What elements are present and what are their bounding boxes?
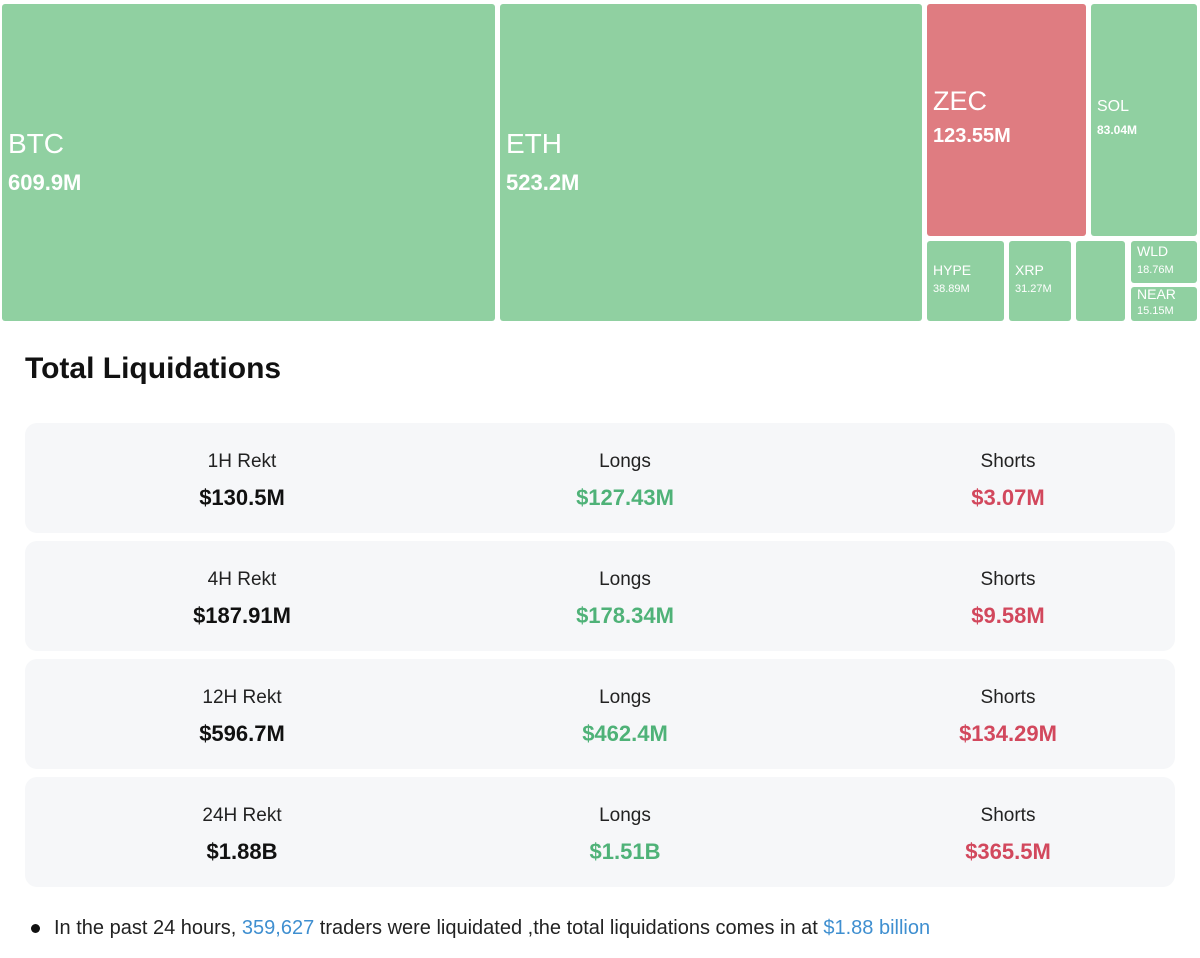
shorts-value: $365.5M — [965, 839, 1051, 864]
tile-name: ZEC — [933, 86, 987, 116]
tile-name: HYPE — [933, 262, 972, 278]
total-value: $596.7M — [199, 721, 285, 746]
treemap-tile[interactable]: SOL 83.04M — [1091, 4, 1197, 236]
trader-count[interactable]: 359,627 — [241, 917, 315, 939]
note-text: traders were liquidated ,the total liqui… — [314, 917, 824, 939]
longs-label: Longs — [599, 687, 651, 708]
period-label: 1H Rekt — [207, 451, 277, 472]
shorts-label: Shorts — [980, 687, 1036, 708]
treemap-tile[interactable]: BTC 609.9M — [2, 4, 495, 321]
longs-value: $1.51B — [589, 839, 661, 864]
tile-value: 523.2M — [506, 170, 580, 195]
shorts-value: $9.58M — [971, 603, 1045, 628]
shorts-label: Shorts — [980, 805, 1036, 826]
total-value: $130.5M — [199, 485, 285, 510]
total-amount[interactable]: $1.88 billion — [823, 917, 931, 939]
longs-value: $462.4M — [582, 721, 668, 746]
note-text: In the past 24 hours, — [54, 917, 242, 939]
period-label: 24H Rekt — [202, 805, 282, 826]
longs-value: $178.34M — [576, 603, 674, 628]
section-title: Total Liquidations — [25, 352, 282, 385]
tile-value: 123.55M — [933, 125, 1011, 147]
tile-name: ETH — [506, 128, 562, 159]
longs-value: $127.43M — [576, 485, 674, 510]
shorts-value: $3.07M — [971, 485, 1045, 510]
summary-note: In the past 24 hours, 359,627 traders we… — [54, 917, 930, 940]
table-row: 24H Rekt $1.88B Longs $1.51B Shorts $365.5M — [25, 777, 1175, 887]
total-value: $1.88B — [206, 839, 278, 864]
tile-name: NEAR — [1137, 286, 1176, 302]
table-row: 4H Rekt $187.91M Longs $178.34M Shorts $9.58M — [25, 541, 1175, 651]
treemap-tile[interactable]: ZEC 123.55M — [927, 4, 1086, 236]
shorts-value: $134.29M — [959, 721, 1057, 746]
treemap-tile[interactable] — [1076, 241, 1125, 321]
tile-name: WLD — [1137, 243, 1169, 259]
treemap-tile[interactable]: HYPE 38.89M — [927, 241, 1004, 321]
tile-name: XRP — [1015, 262, 1044, 278]
period-label: 12H Rekt — [202, 687, 282, 708]
table-row: 1H Rekt $130.5M Longs $127.43M Shorts $3.07M — [25, 423, 1175, 533]
total-value: $187.91M — [193, 603, 291, 628]
tile-value: 15.15M — [1137, 305, 1174, 317]
tile-name: SOL — [1097, 98, 1130, 115]
tile-value: 609.9M — [8, 170, 82, 195]
longs-label: Longs — [599, 805, 651, 826]
tile-name: BTC — [8, 128, 64, 159]
tile-value: 83.04M — [1097, 123, 1138, 137]
longs-label: Longs — [599, 569, 651, 590]
shorts-label: Shorts — [980, 569, 1036, 590]
longs-label: Longs — [599, 451, 651, 472]
shorts-label: Shorts — [980, 451, 1036, 472]
period-label: 4H Rekt — [207, 569, 277, 590]
table-row: 12H Rekt $596.7M Longs $462.4M Shorts $134.29… — [25, 659, 1175, 769]
treemap-tile[interactable]: XRP 31.27M — [1009, 241, 1071, 321]
treemap-tile[interactable]: NEAR 15.15M — [1131, 286, 1197, 321]
tile-value: 38.89M — [933, 283, 970, 295]
tile-value: 18.76M — [1137, 264, 1174, 276]
tile-value: 31.27M — [1015, 283, 1052, 295]
bullet — [31, 924, 40, 933]
treemap-tile[interactable]: WLD 18.76M — [1131, 241, 1197, 283]
treemap-tile[interactable]: ETH 523.2M — [500, 4, 922, 321]
